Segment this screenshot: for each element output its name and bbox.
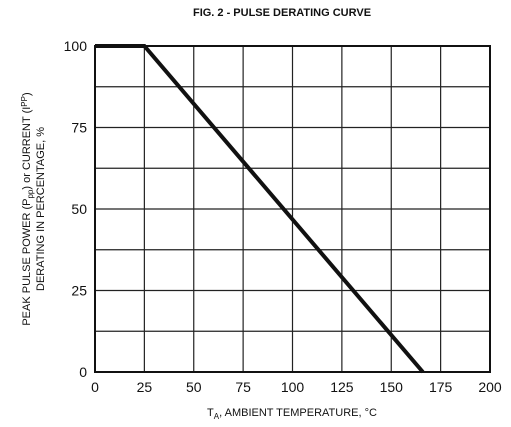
y-axis-label-part-c: ) [21,92,33,96]
x-axis-label-main: T [207,407,214,419]
derating-curve-line [95,44,425,374]
y-axis-label-part-a: PEAK PULSE POWER (P [21,199,33,326]
x-axis-label-rest: , AMBIENT TEMPERATURE, °C [219,407,377,419]
y-axis-label-part-b: ) or CURRENT (I [21,107,33,190]
chart-title: FIG. 2 - PULSE DERATING CURVE [193,7,371,19]
x-tick-label: 0 [91,379,99,395]
series-group [95,44,425,374]
y-axis-ticks: 0 25 50 75 100 [64,38,88,380]
x-axis-label-sub: A [214,412,220,421]
y-tick-label: 50 [71,201,87,217]
y-axis-label-sub-ipp: PP [20,96,29,107]
y-tick-label: 100 [64,38,88,54]
x-tick-label: 75 [235,379,251,395]
x-tick-label: 200 [478,379,502,395]
y-tick-label: 0 [79,364,87,380]
y-tick-label: 25 [71,283,87,299]
y-axis-label: PEAK PULSE POWER (Ppp) or CURRENT (IPP) … [20,92,47,325]
y-axis-label-line1: PEAK PULSE POWER (Ppp) or CURRENT (IPP) [20,92,35,325]
y-axis-label-sub-pp: pp [26,189,35,198]
x-tick-label: 25 [137,379,153,395]
grid [94,45,491,373]
y-tick-label: 75 [71,120,87,136]
plot-frame [94,45,491,373]
x-tick-label: 125 [330,379,354,395]
y-axis-label-line2: DERATING IN PERCENTAGE, % [35,127,47,291]
x-tick-label: 150 [380,379,404,395]
x-tick-label: 50 [186,379,202,395]
x-axis-ticks: 0 25 50 75 100 125 150 175 200 [91,379,502,395]
x-axis-label: TA, AMBIENT TEMPERATURE, °C [207,407,377,421]
x-tick-label: 175 [429,379,453,395]
x-tick-label: 100 [281,379,305,395]
